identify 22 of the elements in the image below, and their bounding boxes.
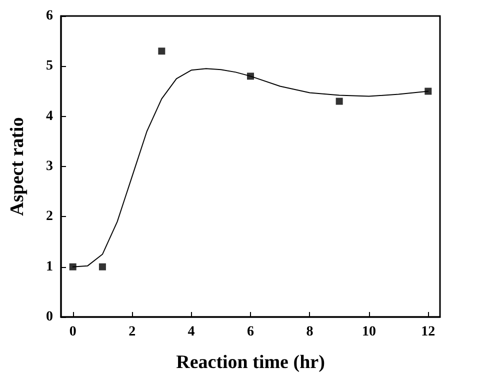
x-tick-label: 6 bbox=[247, 324, 254, 340]
point bbox=[98, 263, 106, 270]
y-tick-label: 5 bbox=[46, 58, 53, 74]
x-tick-label: 10 bbox=[362, 324, 376, 340]
y-tick-label: 0 bbox=[46, 310, 53, 324]
y-axis-title: Aspect ratio bbox=[7, 117, 28, 216]
point bbox=[247, 72, 254, 80]
y-tick-label: 1 bbox=[46, 259, 53, 274]
y-tick-label: 3 bbox=[46, 159, 53, 174]
x-axis-title: Reaction time (hr) bbox=[176, 352, 325, 373]
y-tick-label: 4 bbox=[46, 108, 53, 124]
x-tick-label: 0 bbox=[69, 324, 76, 340]
x-tick-label: 8 bbox=[306, 324, 314, 340]
point bbox=[158, 48, 166, 55]
point bbox=[424, 88, 432, 95]
x-tick-label: 2 bbox=[128, 324, 136, 340]
x-tick-label: 12 bbox=[421, 324, 436, 340]
x-tick-label: 4 bbox=[188, 324, 195, 340]
y-tick-label: 2 bbox=[46, 209, 53, 224]
y-tick-label: 6 bbox=[46, 8, 53, 24]
point bbox=[336, 98, 343, 105]
point bbox=[69, 263, 76, 270]
